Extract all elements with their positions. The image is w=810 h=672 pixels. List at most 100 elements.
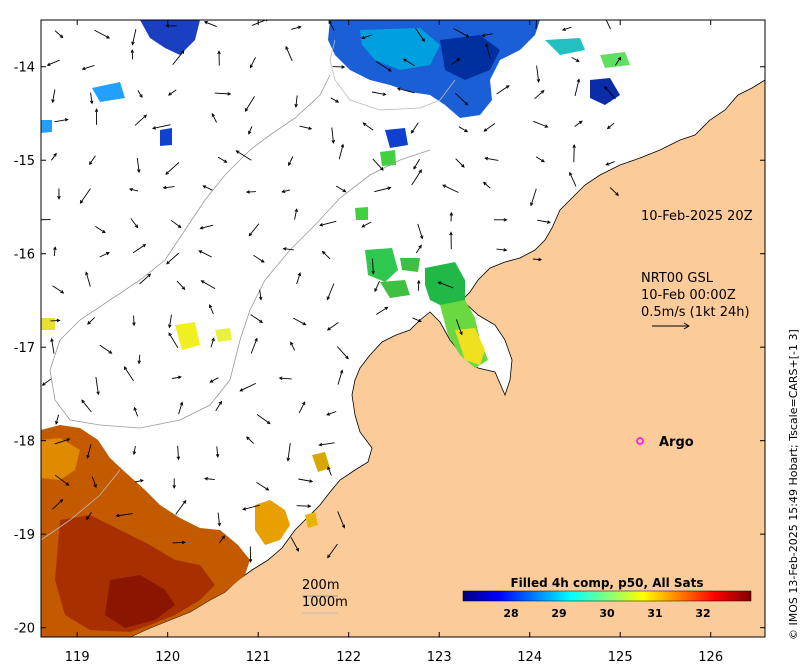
- current-arrow: [296, 272, 301, 285]
- current-arrow-head: [546, 220, 551, 224]
- copyright-side-text: © IMOS 13-Feb-2025 15:49 Hobart; Tscale=…: [787, 329, 800, 640]
- current-arrow-head: [123, 366, 128, 371]
- current-arrow-head: [340, 143, 345, 148]
- current-arrow-head: [302, 401, 306, 406]
- current-arrow-head: [362, 122, 367, 127]
- current-arrow-head: [86, 454, 90, 459]
- current-arrow-head: [137, 169, 141, 174]
- current-arrow: [133, 407, 139, 417]
- current-scale-arrow: [652, 322, 690, 330]
- current-arrow-head: [535, 15, 538, 18]
- current-arrow: [279, 377, 292, 380]
- current-arrow-head: [246, 436, 250, 441]
- y-tick-label: -19: [14, 528, 35, 543]
- current-arrow-head: [142, 244, 147, 248]
- current-arrow-head: [132, 322, 136, 327]
- current-arrow-head: [165, 171, 170, 175]
- current-scale-label: 0.5m/s (1kt 24h): [641, 305, 750, 320]
- current-arrow-head: [318, 442, 323, 447]
- current-arrow-head: [419, 235, 424, 240]
- current-arrow: [338, 144, 344, 160]
- current-arrow: [455, 158, 465, 168]
- current-arrow-head: [327, 554, 331, 559]
- current-arrow-head: [105, 252, 110, 256]
- current-arrow: [95, 376, 99, 395]
- current-arrow-head: [41, 382, 46, 386]
- current-arrow: [199, 250, 212, 258]
- current-arrow: [89, 155, 96, 165]
- current-arrow: [163, 186, 175, 189]
- current-arrow-head: [481, 33, 486, 38]
- current-arrow: [530, 188, 537, 206]
- current-arrow: [299, 125, 312, 130]
- current-arrow: [319, 220, 337, 226]
- current-arrow-head: [177, 375, 182, 380]
- current-arrow-head: [437, 281, 442, 285]
- y-tick-label: -18: [14, 435, 35, 450]
- current-arrow: [331, 127, 334, 143]
- current-arrow-head: [168, 332, 172, 337]
- y-tick-label: -16: [14, 248, 35, 263]
- current-arrow: [240, 382, 256, 392]
- current-arrow-head: [374, 288, 378, 293]
- current-arrow-head: [249, 64, 254, 69]
- current-arrow: [415, 28, 425, 42]
- current-arrow-head: [152, 126, 157, 130]
- current-arrow: [605, 20, 611, 30]
- current-arrow-head: [326, 327, 331, 331]
- current-arrow-head: [282, 247, 287, 251]
- current-arrow: [129, 188, 139, 192]
- current-arrow-head: [297, 25, 302, 30]
- current-arrow-head: [93, 484, 97, 489]
- current-arrow-head: [248, 232, 253, 237]
- current-arrow: [332, 66, 345, 68]
- current-arrow-head: [503, 248, 508, 252]
- y-tick-label: -17: [14, 341, 35, 356]
- current-arrow-head: [89, 100, 94, 105]
- current-arrow: [374, 280, 380, 292]
- current-arrow: [453, 28, 469, 38]
- current-arrow-head: [461, 164, 465, 168]
- colorbar-tick-label: 28: [503, 607, 518, 620]
- current-arrow-head: [410, 129, 415, 134]
- current-arrow-head: [371, 270, 375, 275]
- current-arrow-head: [208, 304, 213, 309]
- current-arrow: [90, 92, 93, 104]
- current-arrow-head: [449, 211, 454, 216]
- x-tick-label: 122: [336, 650, 361, 665]
- current-arrow: [442, 184, 459, 193]
- current-arrow-head: [384, 306, 389, 311]
- current-arrow: [411, 122, 419, 134]
- current-arrow-head: [115, 513, 120, 518]
- current-arrow: [85, 272, 91, 287]
- current-arrow: [249, 57, 256, 68]
- current-arrow: [242, 504, 261, 510]
- current-arrow: [216, 446, 219, 457]
- current-vectors: [41, 15, 622, 563]
- current-arrow-head: [342, 188, 347, 193]
- current-arrow-head: [421, 38, 425, 43]
- current-arrow: [175, 500, 187, 515]
- current-arrow-head: [211, 113, 215, 117]
- current-arrow-head: [79, 200, 84, 204]
- current-arrow: [251, 20, 267, 26]
- current-arrow: [537, 219, 551, 223]
- current-arrow: [291, 26, 301, 30]
- current-arrow: [172, 541, 185, 544]
- current-arrow: [236, 150, 252, 161]
- current-arrow-head: [215, 453, 220, 458]
- current-arrow-head: [327, 466, 331, 471]
- current-arrow: [496, 248, 507, 251]
- plot-frame: [40, 19, 766, 638]
- current-arrow-head: [295, 548, 299, 552]
- colorbar-tick-label: 31: [647, 607, 662, 620]
- current-arrow: [51, 499, 63, 510]
- current-arrow-head: [606, 125, 611, 130]
- current-arrow: [133, 445, 136, 455]
- current-arrow-head: [132, 451, 137, 456]
- argo-label: Argo: [659, 435, 694, 450]
- current-arrow: [42, 378, 52, 386]
- current-arrow: [172, 376, 181, 379]
- current-arrow-head: [335, 99, 340, 103]
- current-arrow: [454, 92, 468, 106]
